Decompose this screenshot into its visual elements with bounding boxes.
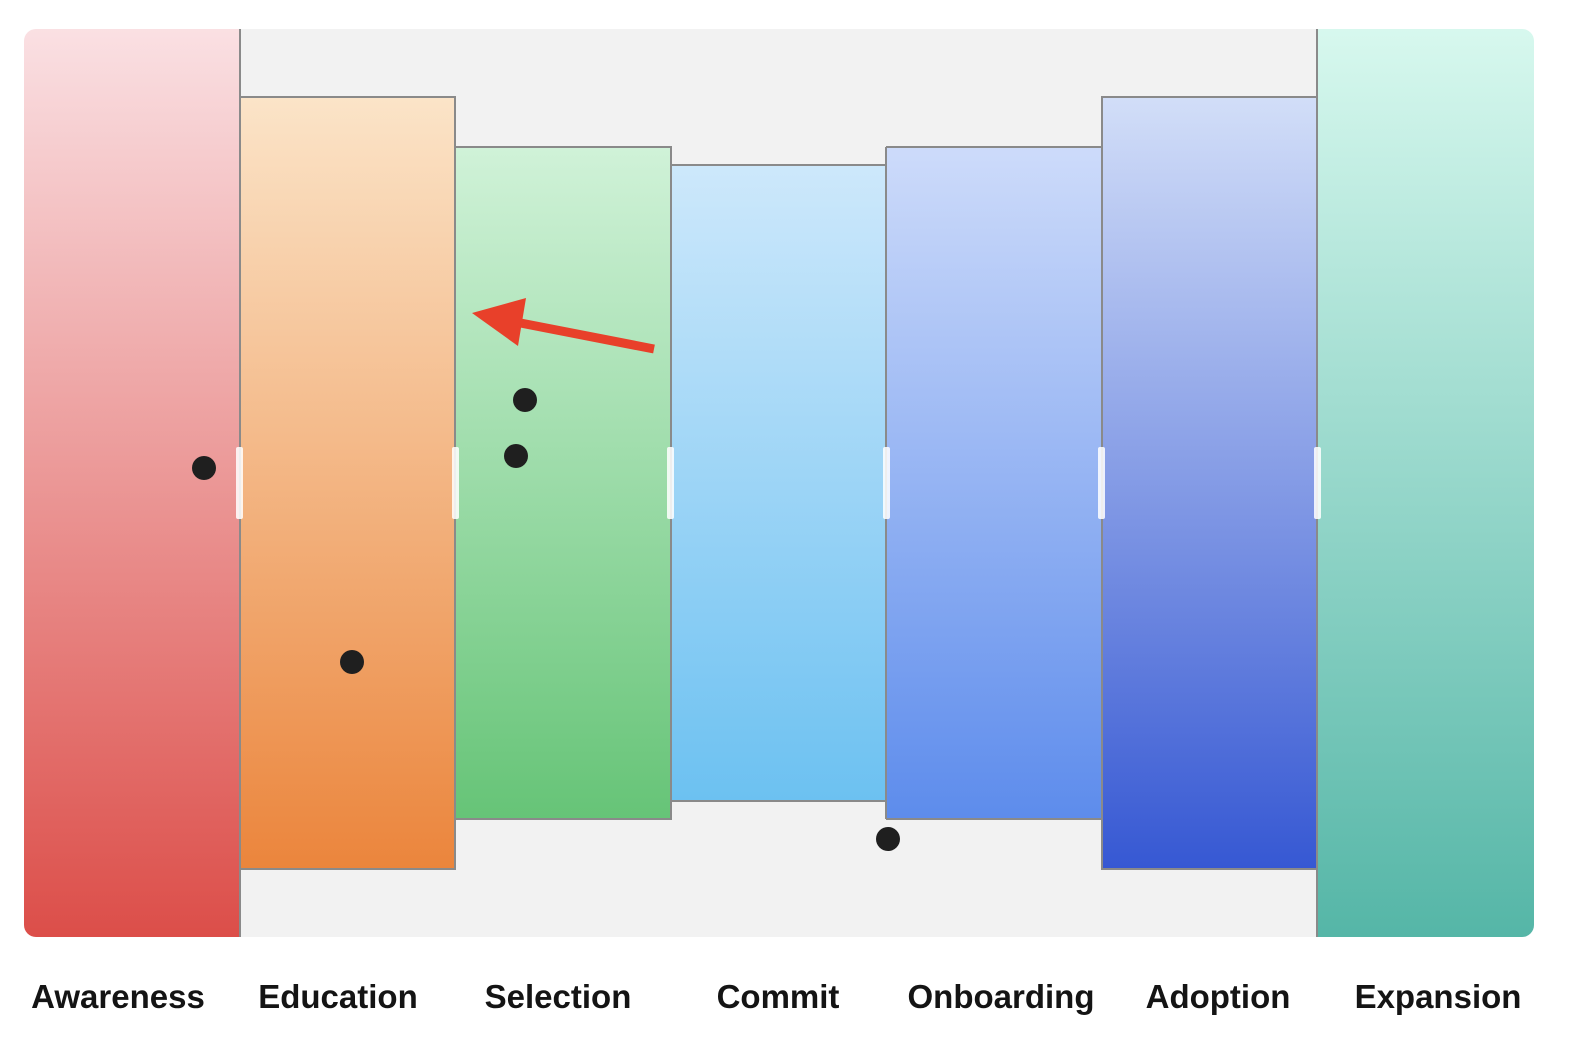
- awareness-corner-fill: [200, 29, 240, 937]
- stage-column-expansion: [1317, 29, 1534, 937]
- arrow-head: [472, 298, 526, 346]
- stage-label-expansion: Expansion: [1355, 978, 1522, 1015]
- stage-column-onboarding: [886, 147, 1102, 819]
- divider-handle-5[interactable]: [1098, 447, 1105, 519]
- stage-label-education: Education: [258, 978, 418, 1015]
- marker-dot[interactable]: [504, 444, 528, 468]
- divider-handle-2[interactable]: [452, 447, 459, 519]
- marker-dot[interactable]: [192, 456, 216, 480]
- stage-column-selection: [455, 147, 671, 819]
- divider-handle-4[interactable]: [883, 447, 890, 519]
- marker-dot[interactable]: [513, 388, 537, 412]
- stage-label-selection: Selection: [485, 978, 632, 1015]
- divider-handle-3[interactable]: [667, 447, 674, 519]
- stage-column-education: [240, 97, 455, 869]
- annotation-arrow-icon: [472, 298, 655, 354]
- stage-label-onboarding: Onboarding: [908, 978, 1095, 1015]
- divider-handle-1[interactable]: [236, 447, 243, 519]
- expansion-corner-fill: [1317, 29, 1357, 937]
- marker-dot[interactable]: [876, 827, 900, 851]
- stage-column-commit: [671, 165, 886, 801]
- stage-column-awareness: [24, 29, 240, 937]
- stage-label-awareness: Awareness: [31, 978, 205, 1015]
- arrow-shaft: [504, 315, 655, 354]
- stage-label-commit: Commit: [717, 978, 840, 1015]
- divider-handle-6[interactable]: [1314, 447, 1321, 519]
- stage-column-adoption: [1102, 97, 1317, 869]
- divider-handles[interactable]: [236, 447, 1321, 519]
- marker-dot[interactable]: [340, 650, 364, 674]
- stage-label-adoption: Adoption: [1146, 978, 1291, 1015]
